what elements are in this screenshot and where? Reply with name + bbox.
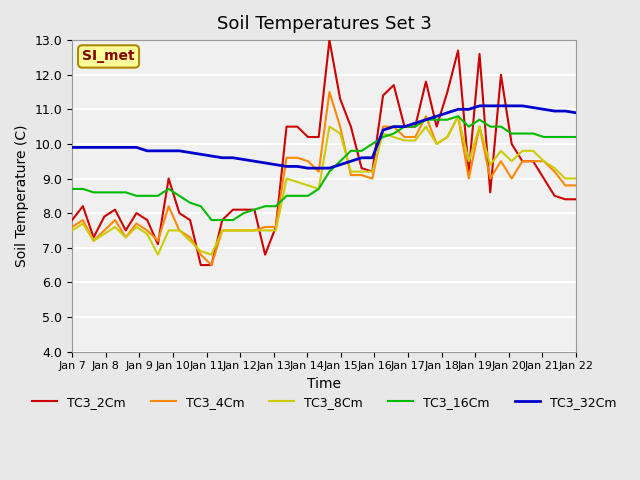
Y-axis label: Soil Temperature (C): Soil Temperature (C) <box>15 125 29 267</box>
Legend: TC3_2Cm, TC3_4Cm, TC3_8Cm, TC3_16Cm, TC3_32Cm: TC3_2Cm, TC3_4Cm, TC3_8Cm, TC3_16Cm, TC3… <box>27 391 621 414</box>
Text: SI_met: SI_met <box>82 49 135 63</box>
Title: Soil Temperatures Set 3: Soil Temperatures Set 3 <box>216 15 431 33</box>
X-axis label: Time: Time <box>307 377 341 391</box>
